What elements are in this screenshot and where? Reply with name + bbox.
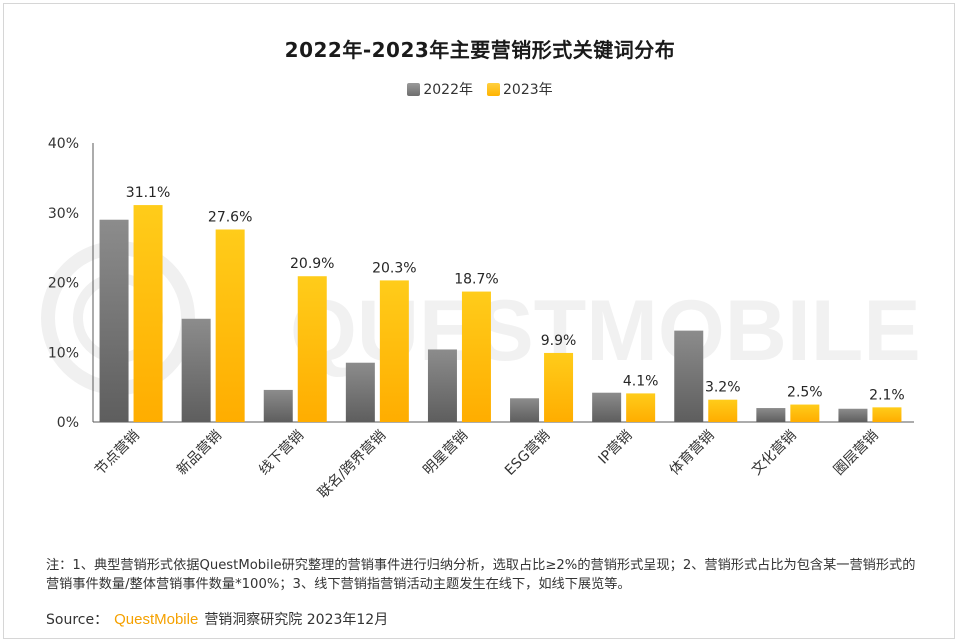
- data-label: 20.9%: [290, 256, 334, 272]
- data-label: 2.1%: [869, 387, 905, 403]
- legend-item-2023: 2023年: [487, 79, 553, 99]
- data-label: 4.1%: [623, 373, 659, 389]
- bar-2023: [544, 352, 574, 422]
- bar-2022: [592, 392, 622, 422]
- bar-2023: [461, 291, 491, 422]
- bar-2023: [872, 407, 902, 422]
- legend-item-2022: 2022年: [407, 79, 473, 99]
- bar-2022: [263, 389, 293, 422]
- bar-2022: [510, 398, 540, 422]
- bar-2022: [181, 318, 211, 422]
- data-label: 20.3%: [372, 260, 416, 276]
- source-brand: QuestMobile: [114, 611, 199, 628]
- y-tick-label: 40%: [48, 136, 79, 152]
- x-tick-label: 明星营销: [420, 428, 471, 479]
- data-label: 9.9%: [541, 333, 577, 349]
- bar-2023: [133, 205, 163, 422]
- y-tick-label: 10%: [48, 345, 79, 361]
- legend-swatch-2023: [487, 82, 500, 96]
- bar-2023: [790, 404, 820, 422]
- x-tick-label: 节点营销: [92, 428, 143, 479]
- bar-2023: [379, 280, 409, 422]
- source-prefix: Source：: [46, 612, 109, 628]
- bar-2023: [215, 229, 245, 422]
- data-label: 3.2%: [705, 380, 741, 396]
- source-line: Source： QuestMobile 营销洞察研究院 2023年12月: [46, 609, 388, 629]
- bar-2022: [838, 408, 868, 422]
- bar-2022: [756, 408, 786, 422]
- data-label: 27.6%: [208, 209, 252, 225]
- x-tick-label: ESG营销: [502, 428, 553, 479]
- bar-2023: [708, 399, 738, 422]
- x-tick-label: 体育营销: [667, 428, 718, 479]
- y-tick-label: 20%: [48, 276, 79, 292]
- footnote: 注：1、典型营销形式依据QuestMobile研究整理的营销事件进行归纳分析，选…: [46, 558, 916, 592]
- data-label: 18.7%: [454, 272, 498, 288]
- chart-title: 2022年-2023年主要营销形式关键词分布: [284, 38, 676, 62]
- source-suffix: 营销洞察研究院 2023年12月: [204, 612, 389, 628]
- y-tick-label: 30%: [48, 206, 79, 222]
- bar-2022: [345, 362, 375, 422]
- x-tick-label: 圈层营销: [831, 428, 882, 479]
- x-tick-label: 联名/跨界营销: [315, 428, 389, 502]
- x-tick-label: 新品营销: [174, 428, 225, 479]
- bar-2022: [674, 330, 704, 422]
- x-tick-label: 线下营销: [256, 428, 307, 479]
- bar-2023: [297, 276, 327, 422]
- bar-2022: [427, 349, 457, 422]
- x-tick-label: IP营销: [595, 428, 635, 468]
- bar-2022: [99, 219, 129, 422]
- legend-label-2022: 2022年: [423, 82, 473, 98]
- data-label: 31.1%: [126, 185, 170, 201]
- legend-swatch-2022: [407, 82, 421, 96]
- data-label: 2.5%: [787, 385, 823, 401]
- legend-label-2023: 2023年: [503, 82, 553, 98]
- y-tick-label: 0%: [57, 415, 79, 431]
- bar-2023: [626, 393, 656, 422]
- legend: 2022年 2023年: [0, 79, 960, 99]
- x-tick-label: 文化营销: [749, 428, 800, 479]
